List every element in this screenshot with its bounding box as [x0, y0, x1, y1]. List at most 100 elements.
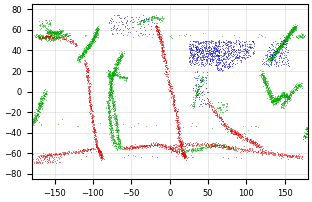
Point [157, 36, 162, 39]
Point [87, 43, 92, 46]
Point [115, 124, 119, 128]
Point [115, 72, 119, 76]
Point [111, 97, 116, 100]
Point [85, 47, 90, 50]
Point [281, 94, 286, 97]
Point [228, 128, 233, 132]
Point [196, 41, 201, 44]
Point [286, 97, 291, 101]
Point [176, 137, 181, 140]
Point [68, 41, 73, 44]
Point [65, 152, 70, 155]
Point [37, 36, 42, 39]
Point [221, 61, 226, 64]
Point [285, 33, 290, 37]
Point [142, 19, 147, 22]
Point [107, 84, 112, 87]
Point [92, 128, 97, 131]
Point [270, 101, 275, 104]
Point [37, 103, 42, 106]
Point [217, 41, 222, 44]
Point [283, 92, 288, 96]
Point [110, 72, 115, 75]
Point [96, 149, 101, 152]
Point [115, 126, 120, 129]
Point [149, 15, 154, 18]
Point [235, 57, 240, 60]
Point [42, 93, 47, 96]
Point [121, 33, 126, 37]
Point [289, 155, 294, 158]
Point [110, 101, 115, 104]
Point [36, 105, 41, 108]
Point [164, 74, 169, 77]
Point [231, 45, 236, 48]
Point [178, 142, 183, 145]
Point [216, 57, 221, 60]
Point [180, 149, 185, 152]
Point [205, 74, 210, 77]
Point [94, 26, 99, 29]
Point [108, 74, 113, 77]
Point [273, 53, 278, 56]
Point [63, 33, 68, 36]
Point [286, 33, 291, 36]
Point [295, 82, 300, 85]
Point [253, 142, 258, 145]
Point [154, 24, 159, 27]
Point [237, 41, 242, 44]
Point [263, 62, 268, 65]
Point [158, 17, 163, 20]
Point [207, 105, 212, 108]
Point [127, 147, 132, 150]
Point [281, 103, 286, 106]
Point [280, 94, 285, 97]
Point [107, 98, 112, 101]
Point [284, 36, 289, 39]
Point [163, 145, 168, 148]
Point [34, 113, 39, 117]
Point [219, 118, 224, 121]
Point [201, 80, 206, 83]
Point [42, 25, 47, 29]
Point [59, 29, 64, 32]
Point [79, 56, 84, 59]
Point [94, 141, 99, 145]
Point [33, 160, 38, 163]
Point [107, 21, 112, 24]
Point [173, 111, 178, 114]
Point [112, 66, 117, 69]
Point [99, 153, 104, 156]
Point [193, 49, 197, 53]
Point [69, 38, 74, 41]
Point [293, 87, 298, 90]
Point [225, 123, 230, 126]
Point [85, 74, 90, 77]
Point [108, 92, 113, 95]
Point [108, 93, 113, 96]
Point [251, 141, 256, 144]
Point [270, 52, 275, 55]
Point [236, 55, 241, 58]
Point [132, 142, 137, 146]
Point [31, 121, 36, 124]
Point [94, 141, 99, 144]
Point [36, 34, 41, 38]
Point [48, 34, 53, 37]
Point [114, 128, 119, 132]
Point [264, 57, 269, 60]
Point [277, 98, 282, 101]
Point [98, 157, 103, 160]
Point [229, 129, 234, 132]
Point [45, 161, 50, 164]
Point [112, 102, 117, 106]
Point [274, 97, 279, 100]
Point [283, 95, 288, 99]
Point [294, 85, 299, 88]
Point [181, 148, 186, 151]
Point [99, 156, 104, 159]
Point [39, 34, 44, 37]
Point [191, 88, 196, 91]
Point [66, 34, 71, 37]
Point [48, 31, 53, 34]
